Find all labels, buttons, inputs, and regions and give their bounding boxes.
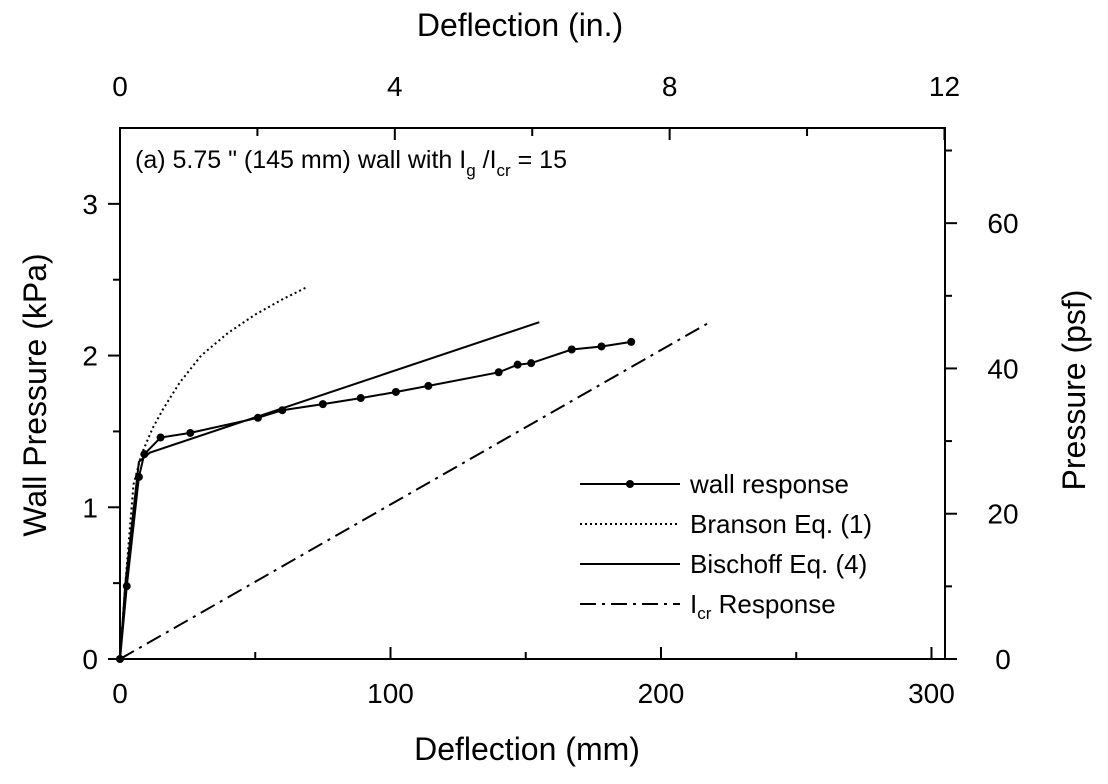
series-line-0	[119, 340, 632, 660]
y-axis-title: Wall Pressure (kPa)	[17, 253, 53, 536]
x-tick-label: 300	[908, 678, 955, 709]
x-tick-label: 200	[638, 678, 685, 709]
x-axis-title: Deflection (mm)	[414, 731, 640, 767]
x2-tick-label: 8	[662, 71, 678, 102]
series-layer	[116, 286, 711, 663]
data-point	[494, 368, 503, 377]
y2-tick-label: 60	[987, 208, 1018, 239]
data-point	[356, 394, 365, 403]
x-tick-label: 100	[367, 678, 414, 709]
series-line-1	[119, 286, 308, 660]
legend-label-wall-response: wall response	[689, 469, 849, 499]
plot-frame	[119, 127, 946, 660]
y-tick-label: 2	[82, 341, 98, 372]
data-point	[391, 387, 400, 396]
x-tick-label: 0	[112, 678, 128, 709]
legend-marker-wall-response	[626, 480, 634, 488]
series-line-3	[119, 321, 711, 660]
y2-tick-label: 0	[995, 644, 1011, 675]
x2-tick-label: 12	[929, 71, 960, 102]
data-point	[627, 337, 636, 346]
data-point	[567, 345, 576, 354]
data-point	[318, 400, 327, 409]
data-point	[527, 359, 536, 368]
legend-label-icr: Icr Response	[690, 589, 836, 623]
legend: wall response Branson Eq. (1) Bischoff E…	[580, 469, 872, 623]
data-point	[513, 360, 522, 369]
data-point	[424, 381, 433, 390]
y-tick-label: 0	[82, 644, 98, 675]
y-tick-label: 3	[82, 189, 98, 220]
y-tick-label: 1	[82, 492, 98, 523]
legend-label-bischoff: Bischoff Eq. (4)	[690, 549, 867, 579]
x2-tick-label: 0	[112, 71, 128, 102]
data-point	[156, 433, 165, 442]
legend-label-branson: Branson Eq. (1)	[690, 509, 872, 539]
y2-axis-title: Pressure (psf)	[1056, 290, 1092, 491]
x2-tick-label: 4	[387, 71, 403, 102]
x2-axis-title: Deflection (in.)	[417, 7, 623, 43]
y2-tick-label: 40	[987, 353, 1018, 384]
series-line-2	[119, 321, 540, 660]
data-point	[186, 428, 195, 437]
y2-tick-label: 20	[987, 499, 1018, 530]
data-point	[597, 342, 606, 351]
annotation: (a) 5.75 " (145 mm) wall with Ig /Icr = …	[135, 146, 567, 180]
tick-marks	[108, 128, 957, 660]
data-point	[122, 582, 131, 591]
